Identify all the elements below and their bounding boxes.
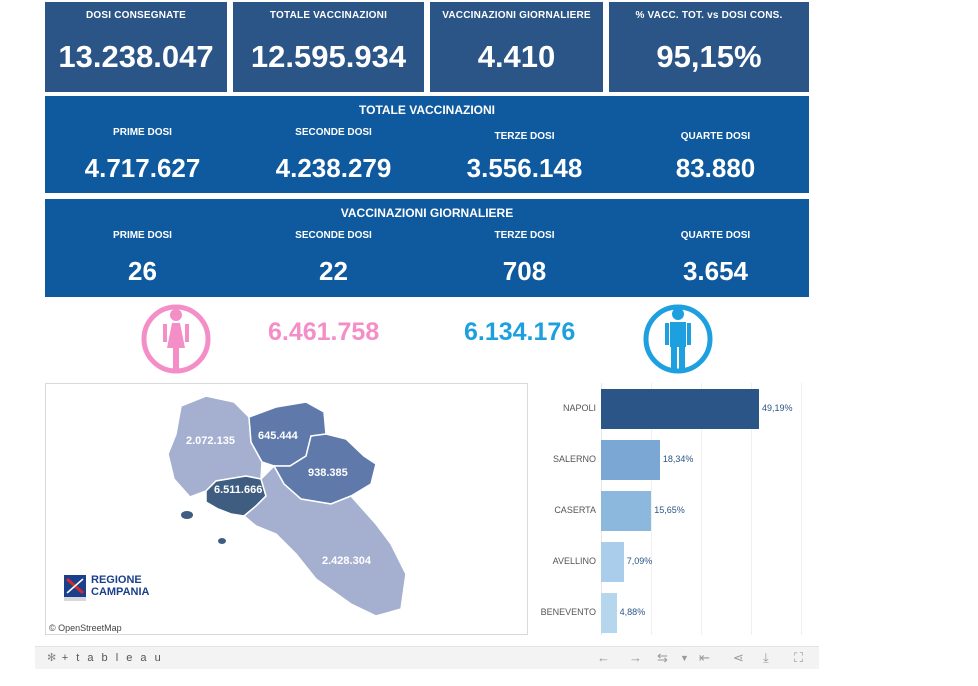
bar-row-napoli[interactable]: NAPOLI 49,19% bbox=[530, 389, 810, 429]
bar-category-label: NAPOLI bbox=[562, 403, 596, 413]
bar-row-caserta[interactable]: CASERTA 15,65% bbox=[530, 491, 810, 531]
giornaliere-prime-dosi: PRIME DOSI 26 bbox=[47, 230, 238, 287]
kpi-label: % VACC. TOT. vs DOSI CONS. bbox=[635, 10, 783, 21]
map-label-salerno: 2.428.304 bbox=[322, 555, 371, 567]
revert-all-icon[interactable]: ⇤ bbox=[699, 650, 710, 665]
cell-label: QUARTE DOSI bbox=[680, 131, 751, 142]
bar-value-label: 15,65% bbox=[654, 505, 685, 515]
island-capri bbox=[218, 538, 226, 544]
bar[interactable] bbox=[601, 389, 759, 429]
kpi-label: TOTALE VACCINAZIONI bbox=[269, 10, 388, 21]
bar-category-label: SALERNO bbox=[552, 454, 596, 464]
giornaliere-terze-dosi: TERZE DOSI 708 bbox=[429, 230, 620, 287]
chevron-down-icon[interactable]: ▼ bbox=[680, 653, 689, 663]
tableau-mark-icon: ✻ bbox=[47, 652, 57, 664]
bar-row-benevento[interactable]: BENEVENTO 4,88% bbox=[530, 593, 810, 633]
revert-icon[interactable]: ⇆ bbox=[657, 650, 668, 665]
totale-terze-dosi: TERZE DOSI 3.556.148 bbox=[429, 131, 620, 184]
female-icon bbox=[141, 304, 211, 374]
cell-label: TERZE DOSI bbox=[494, 131, 555, 142]
bar-value-label: 4,88% bbox=[619, 607, 646, 617]
cell-label: QUARTE DOSI bbox=[680, 230, 751, 241]
logo-line-2: CAMPANIA bbox=[91, 586, 150, 598]
totale-prime-dosi: PRIME DOSI 4.717.627 bbox=[47, 127, 238, 184]
kpi-value: 12.595.934 bbox=[250, 39, 407, 74]
province-map[interactable] bbox=[46, 384, 529, 636]
province-salerno[interactable] bbox=[242, 464, 407, 617]
redo-icon[interactable]: → bbox=[629, 650, 642, 665]
undo-icon[interactable]: ← bbox=[597, 650, 610, 665]
giornaliere-seconde-dosi: SECONDE DOSI 22 bbox=[238, 230, 429, 287]
regione-campania-emblem bbox=[64, 575, 86, 601]
totale-vaccinazioni-panel: TOTALE VACCINAZIONI PRIME DOSI 4.717.627… bbox=[45, 96, 809, 193]
island-ischia bbox=[181, 511, 193, 519]
campania-map[interactable]: 2.072.135 645.444 938.385 6.511.666 2.42… bbox=[45, 383, 528, 635]
bar-row-avellino[interactable]: AVELLINO 7,09% bbox=[530, 542, 810, 582]
cell-label: SECONDE DOSI bbox=[295, 127, 372, 138]
bar-category-label: CASERTA bbox=[554, 505, 596, 515]
bar[interactable] bbox=[601, 593, 617, 633]
cell-value: 3.556.148 bbox=[466, 153, 583, 183]
download-icon[interactable]: ⤓ bbox=[763, 650, 769, 665]
cell-value: 4.717.627 bbox=[84, 153, 201, 183]
map-label-avellino: 938.385 bbox=[308, 467, 348, 479]
tableau-logo[interactable]: ✻ + t a b l e a u bbox=[47, 651, 163, 664]
totale-seconde-dosi: SECONDE DOSI 4.238.279 bbox=[238, 127, 429, 184]
chart-gridline bbox=[751, 383, 752, 635]
tableau-toolbar: ✻ + t a b l e a u ← → ⇆ ▼ ⇤ ⋖ ⤓ ⛶ bbox=[35, 646, 819, 669]
cell-value: 3.654 bbox=[682, 256, 749, 286]
male-icon bbox=[643, 304, 713, 374]
bar[interactable] bbox=[601, 491, 652, 531]
cell-value: 26 bbox=[128, 256, 157, 286]
kpi-value: 4.410 bbox=[477, 39, 556, 74]
kpi-label: DOSI CONSEGNATE bbox=[85, 10, 187, 21]
kpi-value: 13.238.047 bbox=[58, 39, 214, 74]
totale-quarte-dosi: QUARTE DOSI 83.880 bbox=[620, 131, 811, 184]
tableau-brand: + t a b l e a u bbox=[61, 652, 164, 664]
cell-value: 22 bbox=[319, 256, 348, 286]
bar-category-label: AVELLINO bbox=[552, 556, 596, 566]
bar-row-salerno[interactable]: SALERNO 18,34% bbox=[530, 440, 810, 480]
bar-value-label: 18,34% bbox=[662, 454, 694, 464]
vaccinazioni-giornaliere-panel: VACCINAZIONI GIORNALIERE PRIME DOSI 26 S… bbox=[45, 199, 809, 297]
cell-value: 83.880 bbox=[675, 153, 756, 183]
map-label-benevento: 645.444 bbox=[258, 430, 298, 442]
cell-label: PRIME DOSI bbox=[113, 230, 172, 241]
map-attribution[interactable]: © OpenStreetMap bbox=[49, 623, 122, 633]
logo-line-1: REGIONE bbox=[91, 574, 142, 586]
cell-value: 708 bbox=[502, 256, 547, 286]
chart-gridline bbox=[801, 383, 802, 635]
share-icon[interactable]: ⋖ bbox=[733, 650, 744, 665]
cell-label: TERZE DOSI bbox=[494, 230, 555, 241]
bar[interactable] bbox=[601, 542, 624, 582]
bar-value-label: 7,09% bbox=[626, 556, 653, 566]
province-bar-chart: NAPOLI 49,19% SALERNO 18,34% CASERTA 15,65% AV… bbox=[530, 383, 810, 635]
panel-title: VACCINAZIONI GIORNALIERE bbox=[340, 206, 514, 220]
chart-gridline bbox=[651, 383, 652, 635]
kpi-percentuale: % VACC. TOT. vs DOSI CONS. 95,15% bbox=[609, 2, 809, 92]
kpi-totale-vaccinazioni: TOTALE VACCINAZIONI 12.595.934 bbox=[233, 2, 424, 92]
female-total: 6.461.758 bbox=[268, 318, 380, 346]
kpi-dosi-consegnate: DOSI CONSEGNATE 13.238.047 bbox=[45, 2, 227, 92]
cell-label: SECONDE DOSI bbox=[295, 230, 372, 241]
cell-label: PRIME DOSI bbox=[113, 127, 172, 138]
bar[interactable] bbox=[601, 440, 660, 480]
bar-value-label: 49,19% bbox=[762, 403, 793, 413]
kpi-vaccinazioni-giornaliere: VACCINAZIONI GIORNALIERE 4.410 bbox=[430, 2, 603, 92]
chart-gridline bbox=[701, 383, 702, 635]
map-label-caserta: 2.072.135 bbox=[186, 435, 235, 447]
kpi-label: VACCINAZIONI GIORNALIERE bbox=[442, 10, 591, 21]
bar-category-label: BENEVENTO bbox=[540, 607, 596, 617]
panel-title: TOTALE VACCINAZIONI bbox=[359, 103, 495, 117]
male-total: 6.134.176 bbox=[464, 318, 576, 346]
map-label-napoli: 6.511.666 bbox=[214, 484, 263, 496]
cell-value: 4.238.279 bbox=[275, 153, 392, 183]
kpi-value: 95,15% bbox=[656, 39, 762, 74]
giornaliere-quarte-dosi: QUARTE DOSI 3.654 bbox=[620, 230, 811, 287]
fullscreen-icon[interactable]: ⛶ bbox=[794, 650, 804, 665]
